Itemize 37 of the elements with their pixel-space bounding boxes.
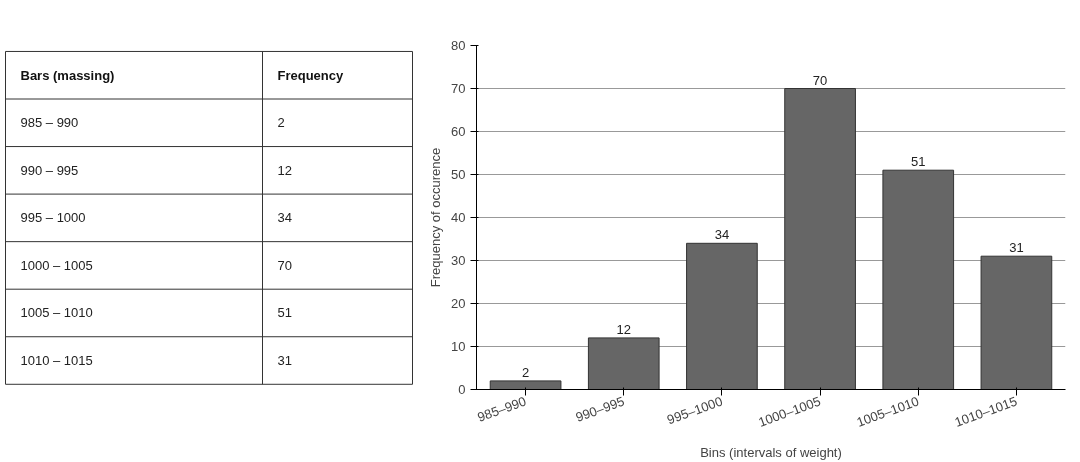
- text: Frequency: [277, 67, 345, 83]
- category-label: 1010 – 1015: [20, 353, 93, 369]
- y-tick-label: 40: [451, 210, 466, 225]
- data-label: 2: [277, 115, 285, 131]
- data-label: 31: [1009, 240, 1024, 256]
- y-tick-label: 50: [451, 167, 466, 182]
- y-tick-label: 80: [451, 38, 466, 53]
- y-tick-label: 20: [451, 296, 466, 311]
- data-label: 70: [812, 72, 828, 88]
- bar: [587, 337, 660, 390]
- category-label: 1005 – 1010: [20, 305, 93, 321]
- category-label: 985 – 990: [20, 115, 79, 131]
- data-label: 70: [277, 257, 292, 273]
- data-label: 12: [277, 162, 292, 178]
- y-tick-label: 0: [458, 382, 466, 397]
- data-label: 31: [277, 353, 292, 369]
- y-tick-label: 70: [451, 81, 466, 96]
- bar: [489, 380, 562, 390]
- bar: [686, 242, 758, 390]
- data-label: 34: [277, 210, 292, 226]
- data-label: 34: [714, 227, 730, 243]
- data-label: 51: [911, 154, 926, 170]
- text: Bars (massing): [20, 67, 115, 83]
- data-label: 51: [277, 305, 292, 321]
- y-tick-label: 30: [451, 253, 466, 268]
- bar: [784, 88, 856, 390]
- x-axis-title: Bins (intervals of weight): [700, 444, 842, 460]
- category-label: 990 – 995: [20, 162, 79, 178]
- data-label: 12: [616, 321, 631, 337]
- data-label: 2: [521, 364, 530, 380]
- bar: [980, 255, 1053, 390]
- bar: [882, 169, 955, 390]
- y-tick-label: 10: [451, 339, 466, 354]
- category-label: 995 – 1000: [20, 210, 86, 226]
- y-tick-label: 60: [451, 124, 466, 139]
- y-axis-title: Frequency of occurence: [428, 147, 444, 288]
- category-label: 1000 – 1005: [20, 257, 93, 273]
